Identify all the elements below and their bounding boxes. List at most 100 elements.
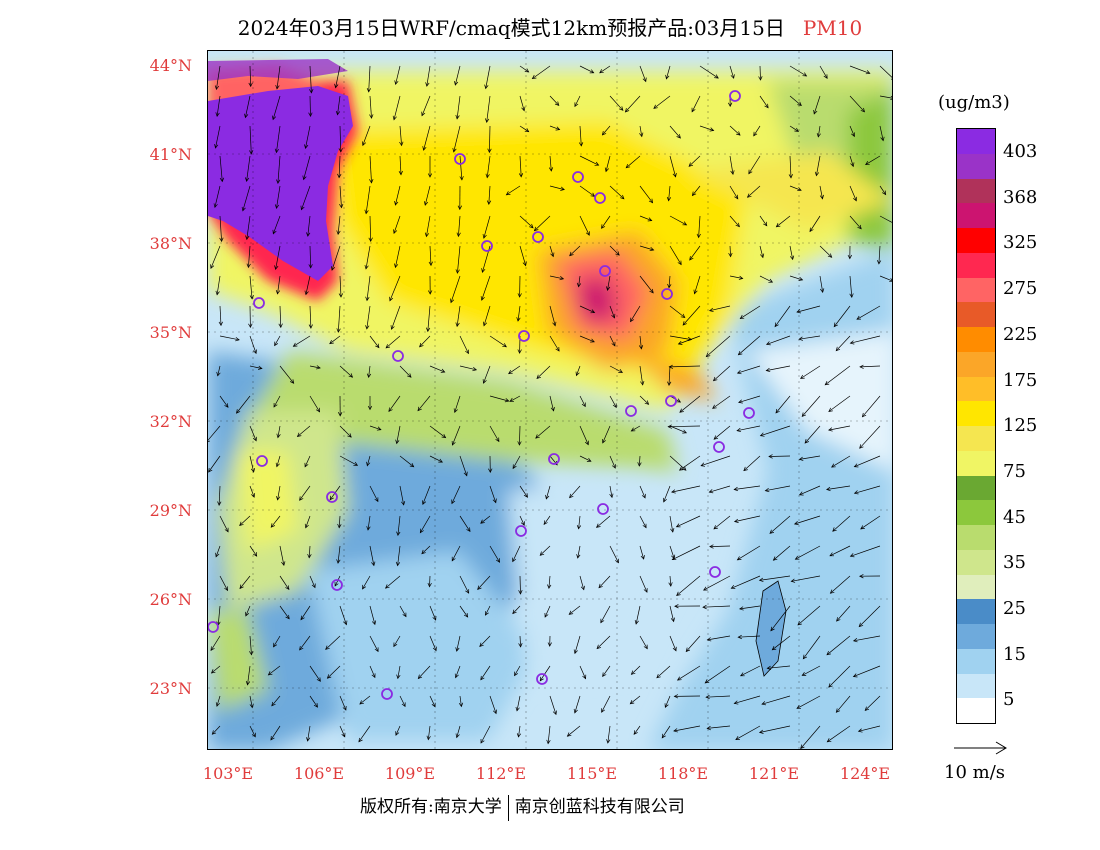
wind-arrow — [424, 185, 431, 206]
wind-arrowhead — [794, 555, 800, 560]
wind-arrow — [309, 305, 312, 329]
wind-arrowhead — [296, 432, 302, 437]
wind-arrowhead — [691, 191, 697, 197]
wind-arrowhead — [576, 524, 582, 530]
colorbar-label: 368 — [1003, 186, 1038, 208]
wind-arrow — [669, 155, 676, 177]
wind-arrow — [819, 185, 823, 199]
wind-arrowhead — [569, 251, 574, 257]
wind-arrow — [489, 125, 491, 153]
wind-arrow — [429, 365, 445, 373]
colorbar-segment — [957, 277, 995, 303]
wind-arrow — [458, 215, 461, 237]
station-marker — [518, 330, 530, 342]
wind-arrow — [514, 665, 521, 676]
wind-arrowhead — [341, 732, 346, 738]
wind-arrow — [672, 545, 701, 561]
wind-arrowhead — [214, 85, 220, 91]
wind-arrow — [399, 455, 414, 468]
wind-arrow — [249, 365, 262, 369]
wind-arrow — [639, 65, 647, 82]
wind-arrowhead — [336, 230, 341, 235]
wind-arrow — [426, 65, 431, 87]
wind-arrow — [249, 725, 256, 737]
wind-arrow — [706, 695, 731, 698]
wind-arrow — [249, 635, 252, 655]
wind-arrow — [362, 575, 371, 590]
wind-arrow — [369, 545, 375, 566]
wind-arrow — [429, 425, 446, 438]
wind-arrowhead — [522, 261, 527, 267]
wind-arrowhead — [274, 265, 279, 271]
colorbar-segment — [957, 673, 995, 699]
footer: 版权所有:南京大学 南京创蓝科技有限公司 — [360, 792, 685, 821]
wind-arrow — [245, 605, 251, 617]
wind-arrow — [879, 215, 892, 223]
wind-arrow — [275, 245, 281, 270]
wind-arrowhead — [574, 102, 579, 108]
wind-arrow — [596, 635, 611, 649]
wind-arrow — [609, 305, 615, 319]
wind-arrowhead — [219, 177, 225, 183]
grid-lines — [208, 51, 892, 749]
wind-arrowhead — [252, 436, 257, 442]
wind-arrowhead — [706, 725, 712, 731]
wind-arrowhead — [364, 209, 369, 215]
wind-arrow — [776, 215, 791, 228]
wind-arrowhead — [278, 323, 283, 329]
wind-arrowhead — [425, 82, 430, 87]
wind-arrow — [309, 575, 316, 588]
wind-arrowhead — [713, 525, 718, 530]
wind-arrow — [519, 485, 528, 498]
wind-arrow — [631, 665, 641, 675]
wind-arrowhead — [774, 322, 779, 328]
wind-arrow — [486, 95, 491, 123]
colorbar-segment — [957, 525, 995, 550]
wind-arrow — [639, 275, 654, 294]
colorbar-segment — [957, 574, 995, 600]
wind-arrowhead — [671, 489, 676, 494]
wind-arrow — [609, 185, 625, 200]
wind-arrowhead — [272, 229, 277, 235]
wind-arrow — [789, 245, 794, 260]
wind-arrow — [246, 215, 251, 240]
wind-arrowhead — [555, 346, 560, 352]
wind-arrowhead — [274, 148, 279, 154]
wind-arrowhead — [865, 161, 870, 166]
wind-arrow — [395, 245, 401, 268]
wind-arrowhead — [739, 606, 744, 611]
wind-arrow — [802, 665, 821, 676]
wind-arrowhead — [601, 708, 606, 713]
wind-arrow — [729, 65, 735, 79]
wind-arrowhead — [625, 163, 631, 169]
wind-arrow — [770, 605, 791, 631]
wind-arrow — [753, 125, 761, 136]
wind-arrowhead — [472, 367, 478, 372]
wind-reference-label: 10 m/s — [944, 762, 1005, 783]
wind-arrow — [598, 575, 611, 588]
wind-arrowhead — [637, 462, 642, 467]
wind-arrow — [738, 635, 761, 638]
wind-arrowhead — [281, 561, 286, 566]
wind-arrow — [858, 605, 881, 627]
wind-arrowhead — [388, 407, 393, 413]
wind-arrow — [236, 395, 251, 414]
wind-arrowhead — [245, 680, 251, 686]
wind-arrow — [211, 665, 221, 674]
wind-arrowhead — [829, 589, 835, 594]
wind-arrow — [429, 455, 443, 463]
wind-arrow — [879, 125, 884, 141]
wind-arrowhead — [566, 732, 572, 737]
wind-arrow — [216, 95, 221, 117]
station-marker — [331, 579, 343, 591]
wind-arrow — [639, 365, 644, 385]
wind-arrow — [544, 605, 551, 618]
wind-arrowhead — [304, 144, 309, 149]
wind-arrow — [740, 665, 761, 677]
wind-arrow — [549, 695, 557, 715]
wind-arrowhead — [455, 647, 460, 652]
wind-arrow — [830, 575, 851, 594]
wind-arrowhead — [662, 497, 667, 503]
wind-arrowhead — [246, 263, 251, 269]
wind-arrowhead — [704, 679, 710, 684]
